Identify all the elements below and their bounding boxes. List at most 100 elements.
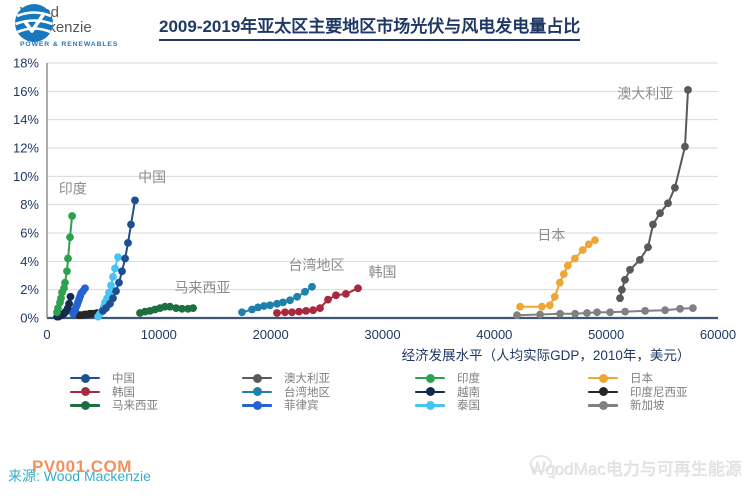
- data-point: [254, 303, 262, 312]
- data-point: [266, 301, 274, 310]
- y-tick-2: 2%: [20, 282, 39, 297]
- data-point: [621, 275, 629, 284]
- series-label-台湾地区: 台湾地区: [289, 257, 345, 273]
- data-point: [114, 253, 122, 261]
- series-label-日本: 日本: [537, 227, 565, 243]
- data-point: [571, 254, 579, 263]
- data-point: [302, 307, 310, 315]
- data-point: [656, 209, 664, 218]
- data-point: [641, 307, 649, 315]
- data-point: [538, 302, 546, 311]
- data-point: [293, 292, 301, 301]
- data-point: [61, 278, 69, 287]
- data-point: [166, 302, 174, 311]
- data-point: [583, 309, 591, 317]
- data-point: [189, 304, 198, 312]
- data-point: [563, 261, 572, 270]
- legend-item-韩国: 韩国: [70, 386, 135, 399]
- legend-label: 泰国: [457, 400, 480, 413]
- series-韩国: [273, 284, 362, 317]
- y-tick-4: 4%: [20, 254, 39, 269]
- legend-marker-icon: [415, 372, 445, 384]
- data-point: [309, 306, 317, 315]
- data-point: [115, 278, 123, 287]
- legend-item-马来西亚: 马来西亚: [70, 399, 158, 412]
- data-point: [111, 264, 119, 273]
- x-axis-title: 经济发展水平（人均实际GDP，2010年，美元）: [401, 348, 691, 363]
- data-point: [124, 239, 132, 247]
- series-马来西亚: [136, 302, 198, 317]
- legend-label: 印度尼西亚: [630, 386, 688, 399]
- x-tick-60000: 60000: [700, 327, 736, 342]
- data-point: [127, 220, 135, 229]
- data-point: [649, 220, 657, 229]
- x-tick-30000: 30000: [364, 327, 400, 342]
- data-point: [65, 299, 73, 308]
- data-point: [308, 282, 316, 291]
- series-印度: [53, 212, 76, 317]
- y-tick-12: 12%: [13, 141, 39, 156]
- data-point: [591, 236, 599, 245]
- data-point: [248, 305, 256, 314]
- data-point: [618, 285, 626, 294]
- x-tick-10000: 10000: [141, 327, 177, 342]
- data-point: [545, 301, 554, 310]
- data-point: [288, 308, 296, 317]
- x-tick-20000: 20000: [253, 327, 289, 342]
- data-point: [81, 284, 89, 293]
- legend-item-台湾地区: 台湾地区: [242, 386, 330, 399]
- legend-label: 日本: [630, 373, 653, 385]
- data-point: [571, 309, 579, 318]
- data-point: [238, 308, 246, 317]
- data-point: [286, 296, 294, 305]
- legend-item-越南: 越南: [415, 386, 480, 399]
- data-point: [593, 308, 601, 317]
- legend-label: 印度: [457, 373, 480, 385]
- data-point: [661, 306, 669, 315]
- legend-label: 台湾地区: [284, 386, 330, 399]
- legend-label: 新加坡: [630, 400, 665, 413]
- data-point: [105, 288, 113, 297]
- legend-marker-icon: [415, 399, 445, 411]
- series-菲律宾: [69, 284, 89, 318]
- legend-item-中国: 中国: [70, 372, 135, 385]
- legend-marker-icon: [588, 386, 618, 398]
- y-tick-18: 18%: [13, 56, 39, 71]
- x-tick-40000: 40000: [476, 327, 512, 342]
- legend-marker-icon: [70, 372, 100, 384]
- y-tick-10: 10%: [13, 169, 39, 184]
- y-tick-8: 8%: [20, 197, 39, 212]
- data-point: [131, 196, 139, 205]
- page-title: 2009-2019年亚太区主要地区市场光伏与风电发电量占比: [159, 12, 581, 41]
- data-point: [681, 142, 689, 151]
- y-tick-16: 16%: [13, 84, 39, 99]
- x-tick-50000: 50000: [588, 327, 624, 342]
- data-point: [513, 311, 521, 320]
- legend-item-菲律宾: 菲律宾: [242, 399, 319, 413]
- data-point: [66, 292, 75, 301]
- legend-label: 菲律宾: [284, 400, 319, 413]
- data-point: [178, 304, 186, 313]
- series-label-印度: 印度: [59, 180, 87, 196]
- data-point: [664, 199, 672, 208]
- data-point: [626, 265, 634, 274]
- legend-marker-icon: [588, 372, 618, 384]
- data-point: [109, 294, 117, 303]
- series-台湾地区: [238, 282, 316, 317]
- data-point: [671, 183, 679, 192]
- woodmac-logo-icon: [15, 4, 53, 42]
- data-point: [109, 273, 117, 281]
- series-label-马来西亚: 马来西亚: [174, 280, 230, 296]
- data-point: [107, 281, 115, 290]
- data-point: [578, 246, 587, 254]
- data-point: [279, 298, 287, 307]
- woodmac-logo: Wood Mackenzie POWER & RENEWABLES: [14, 3, 118, 48]
- x-tick-0: 0: [43, 327, 50, 342]
- series-新加坡: [513, 304, 697, 320]
- data-point: [621, 307, 629, 316]
- data-point: [68, 212, 76, 220]
- legend-marker-icon: [242, 386, 272, 398]
- data-point: [636, 256, 644, 264]
- data-point: [273, 299, 281, 308]
